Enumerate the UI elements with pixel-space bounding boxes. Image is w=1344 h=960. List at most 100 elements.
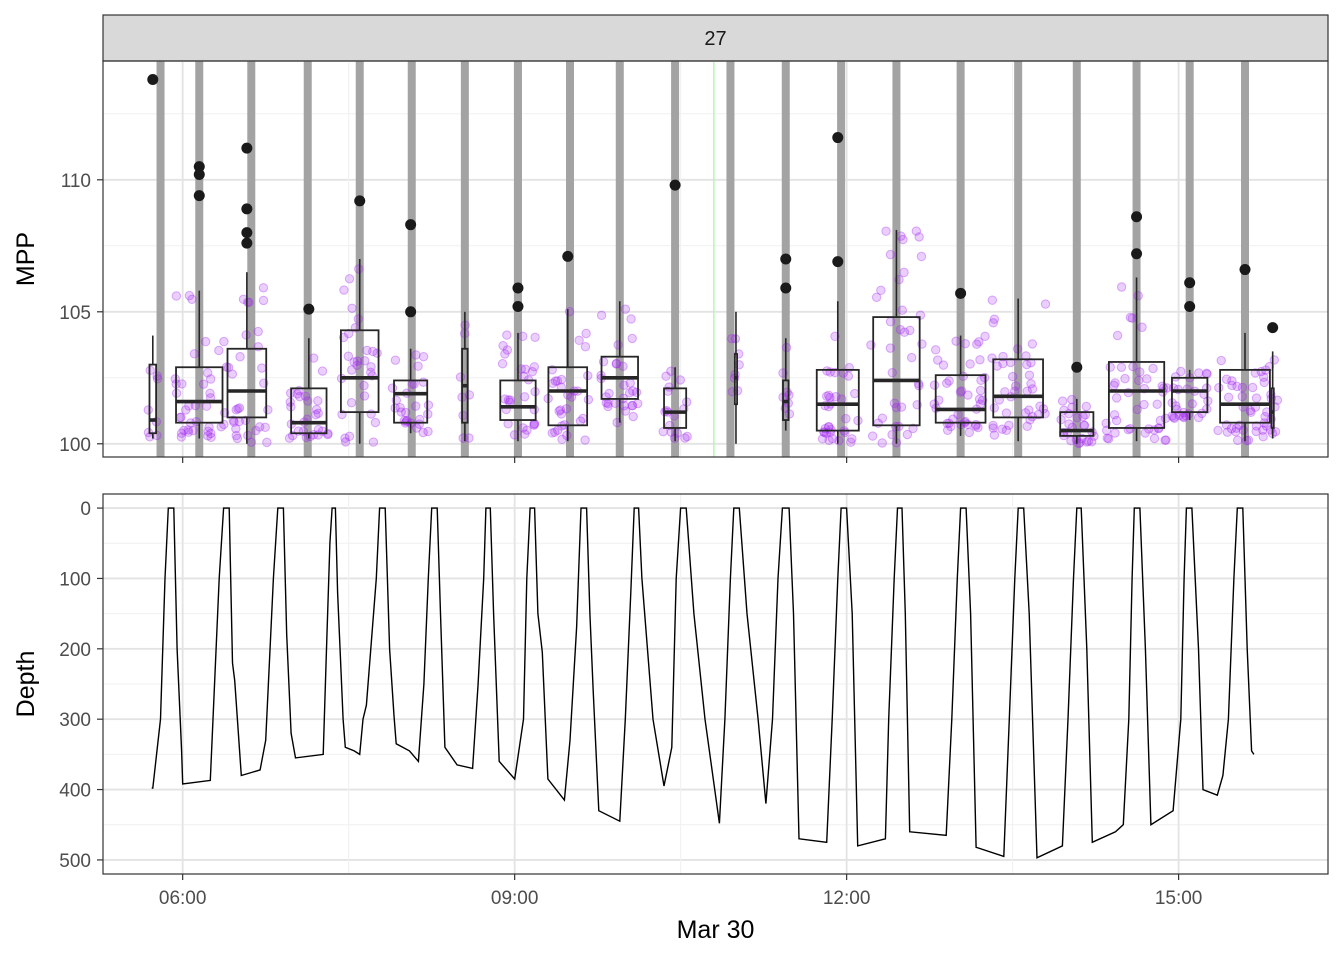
jitter-point (964, 427, 974, 438)
jitter-point (1008, 371, 1018, 382)
jitter-point (455, 372, 466, 382)
jitter-point (284, 433, 295, 443)
jitter-point (1075, 438, 1085, 448)
jitter-point (611, 358, 622, 369)
jitter-point (620, 406, 631, 416)
jitter-point (891, 402, 901, 413)
jitter-point (1067, 394, 1077, 405)
jitter-point (905, 325, 915, 336)
x-tick-label: 06:00 (159, 888, 207, 909)
jitter-point (885, 249, 896, 260)
jitter-point (974, 394, 985, 404)
jitter-point (191, 417, 201, 427)
jitter-point (1011, 381, 1021, 391)
boxplot-17 (1059, 361, 1095, 444)
box-iqr (499, 379, 537, 421)
jitter-point (152, 371, 162, 381)
jitter-point (613, 340, 623, 350)
jitter-point (841, 414, 851, 424)
jitter-point (827, 433, 838, 444)
jitter-point (359, 380, 369, 391)
jitter-point (550, 427, 560, 437)
jitter-point (311, 404, 322, 415)
jitter-point (1258, 425, 1268, 435)
jitter-point (916, 251, 927, 262)
jitter-point (1110, 378, 1120, 388)
surface-bar-9 (615, 61, 624, 457)
jitter-point (1022, 421, 1032, 431)
jitter-point (618, 361, 628, 371)
jitter-point (223, 362, 234, 373)
jitter-point (349, 357, 359, 367)
jitter-point (262, 437, 272, 448)
box-iqr (148, 363, 158, 435)
jitter-point (253, 342, 263, 352)
mpp-y-axis: 100 105 110 (59, 171, 103, 456)
outlier-point (405, 306, 417, 318)
jitter-point (344, 328, 354, 339)
surface-bar-0 (156, 61, 165, 457)
surface-bar-15 (956, 61, 965, 457)
jitter-point (232, 433, 243, 444)
jitter-point (989, 403, 999, 413)
jitter-point (518, 423, 528, 433)
jitter-point (187, 294, 197, 304)
jitter-point (822, 391, 832, 401)
jitter-point (989, 430, 1000, 440)
outlier-point (780, 253, 792, 265)
jitter-point (682, 431, 692, 442)
jitter-point (1201, 368, 1212, 378)
jitter-point (1223, 392, 1234, 402)
jitter-point (596, 310, 607, 321)
jitter-point (1214, 383, 1224, 393)
jitter-point (562, 430, 572, 441)
jitter-point (295, 391, 305, 402)
jitter-point (620, 304, 631, 314)
outlier-point (193, 169, 205, 181)
jitter-point (343, 351, 354, 361)
surface-bar-16 (1014, 61, 1023, 457)
jitter-point (548, 378, 558, 389)
jitter-point (951, 336, 961, 346)
jitter-point (1072, 413, 1082, 423)
jitter-point (877, 413, 888, 423)
jitter-point (1232, 381, 1242, 392)
outlier-point (303, 303, 315, 315)
jitter-point (340, 437, 351, 447)
jitter-point (214, 345, 224, 356)
jitter-point (1269, 355, 1280, 365)
outlier-point (1131, 248, 1143, 260)
jitter-point (203, 426, 213, 437)
mpp-boxplots (147, 73, 1279, 444)
jitter-point (411, 401, 421, 411)
jitter-point (257, 363, 267, 373)
jitter-point (899, 327, 910, 337)
jitter-point (942, 378, 952, 388)
jitter-point (1027, 384, 1038, 394)
boxplot-0 (147, 73, 159, 439)
jitter-point (317, 366, 328, 376)
jitter-point (1024, 405, 1034, 415)
surface-bar-20 (1241, 61, 1250, 457)
jitter-point (554, 406, 564, 416)
jitter-point (1246, 407, 1256, 417)
jitter-point (206, 432, 216, 443)
jitter-point (227, 369, 238, 379)
jitter-point (233, 404, 243, 414)
boxplot-14 (872, 229, 921, 444)
outlier-point (1131, 211, 1143, 223)
boxplot-7 (499, 282, 537, 442)
jitter-point (292, 389, 302, 399)
depth-x-axis: 06:00 09:00 12:00 15:00 (159, 874, 1202, 909)
jitter-point (1227, 376, 1237, 386)
jitter-point (1123, 424, 1133, 435)
jitter-point (1227, 380, 1237, 391)
outlier-point (1184, 301, 1196, 313)
jitter-point (152, 374, 163, 384)
jitter-point (887, 367, 897, 378)
jitter-point (1111, 393, 1122, 403)
outlier-point (193, 190, 205, 202)
boxplot-11 (733, 311, 738, 444)
jitter-point (243, 297, 253, 307)
jitter-point (895, 325, 906, 335)
